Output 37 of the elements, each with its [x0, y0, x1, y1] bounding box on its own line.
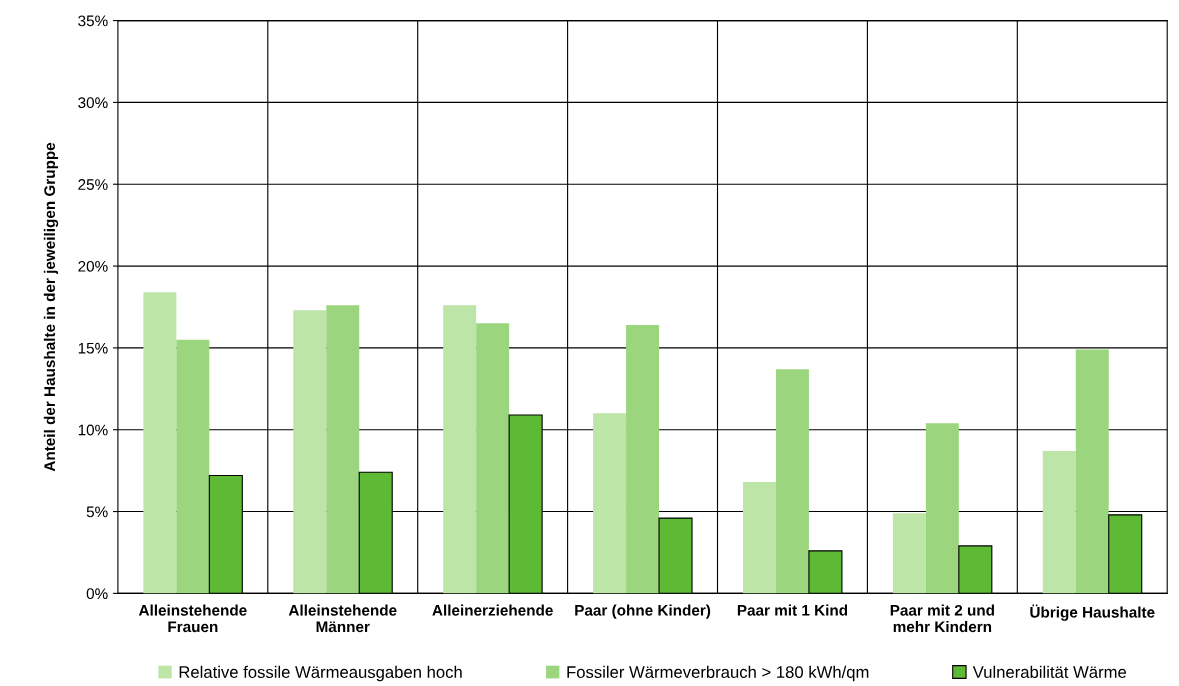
legend-label: Relative fossile Wärmeausgaben hoch	[179, 665, 462, 682]
x-tick-label: Paar mit 2 und mehr Kindern	[890, 604, 994, 633]
x-tick-label: Übrige Haushalte	[1030, 604, 1155, 621]
bar	[326, 305, 360, 594]
x-tick-label: Alleinerziehende	[432, 604, 553, 616]
bar	[958, 545, 993, 594]
legend-label: Fossiler Wärmeverbrauch > 180 kWh/qm	[567, 665, 869, 682]
bar	[892, 513, 926, 594]
legend-label: Vulnerabilität Wärme	[972, 665, 1127, 678]
bar	[176, 339, 210, 594]
y-tick-label: 0%	[86, 588, 108, 600]
bar	[808, 550, 843, 594]
bar	[1075, 349, 1109, 594]
bar	[925, 423, 959, 594]
x-tick-label: Paar mit 1 Kind	[737, 604, 848, 616]
bar	[658, 517, 693, 594]
y-tick-label: 35%	[78, 15, 108, 27]
bar	[293, 310, 327, 594]
bar	[1042, 451, 1076, 594]
bar	[775, 369, 809, 594]
x-tick-label: Alleinstehende Männer	[288, 604, 397, 633]
y-tick-label: 20%	[78, 260, 108, 272]
bar	[626, 324, 660, 594]
y-tick-label: 5%	[86, 506, 108, 518]
y-tick-label: 10%	[78, 424, 108, 436]
bar	[476, 323, 510, 594]
bar	[742, 482, 776, 594]
y-tick-label: 25%	[78, 179, 108, 190]
bar	[443, 305, 477, 594]
y-tick-label: 30%	[78, 97, 108, 109]
bar	[143, 292, 177, 594]
bar	[593, 413, 627, 594]
x-tick-label: Alleinstehende Frauen	[138, 604, 247, 633]
x-tick-label: Paar (ohne Kinder)	[575, 604, 711, 619]
bar	[1108, 514, 1143, 594]
y-axis-title: Anteil der Haushalte in der jeweiligen Gruppe	[43, 142, 59, 472]
y-tick-label: 15%	[78, 342, 108, 354]
